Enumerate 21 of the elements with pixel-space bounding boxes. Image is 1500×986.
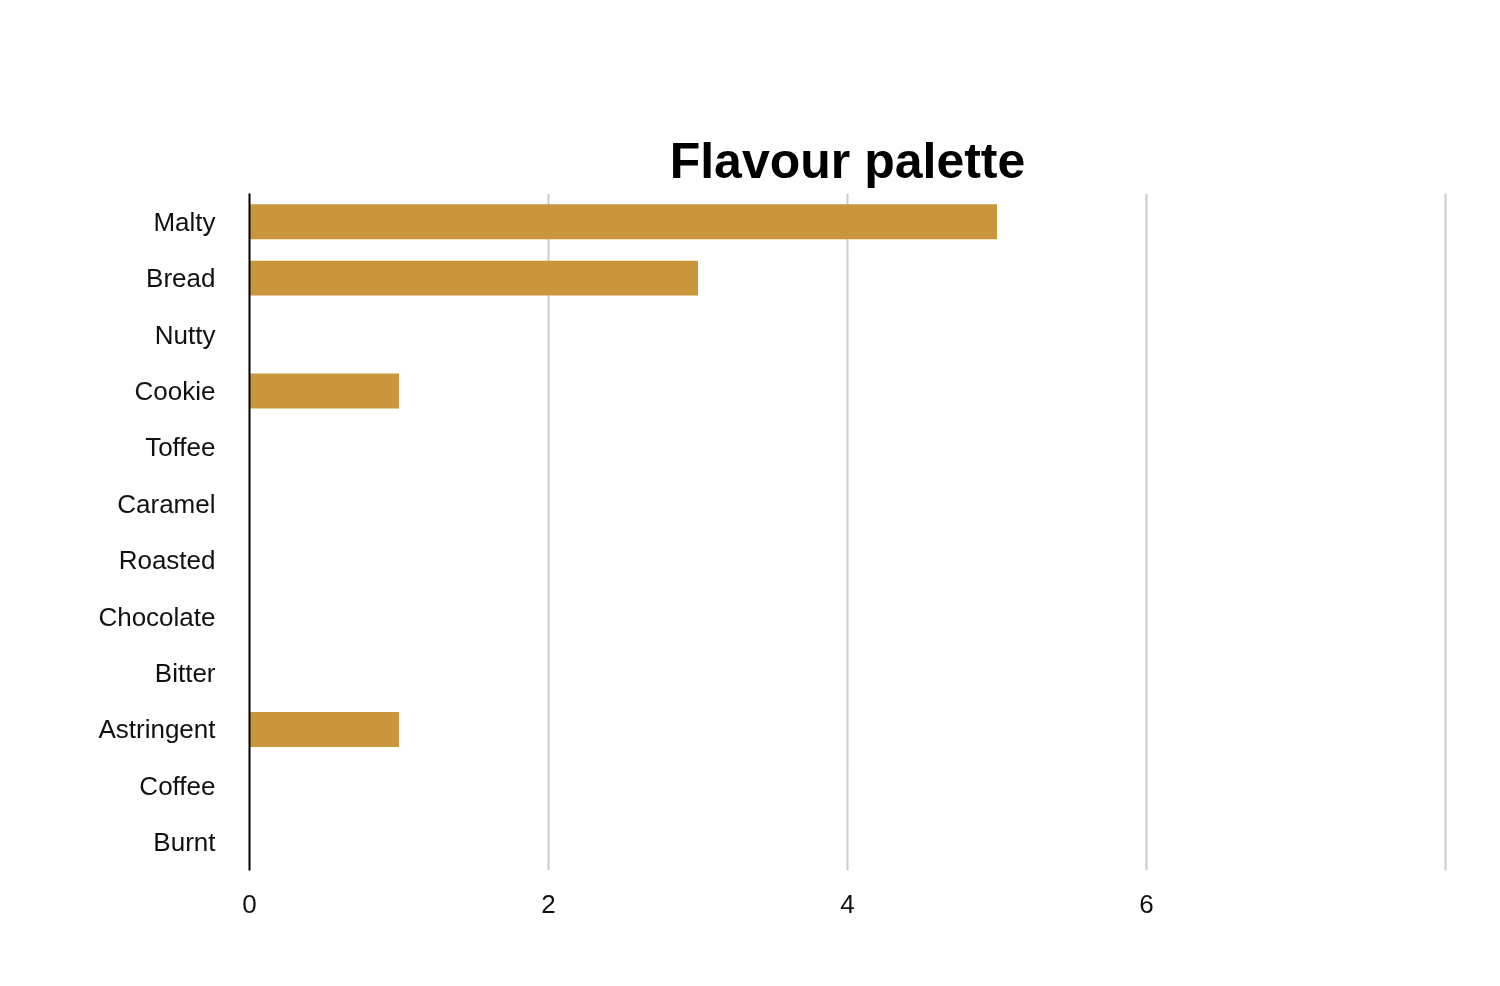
y-tick-label: Chocolate [98,601,216,632]
y-tick-label: Cookie [134,375,216,406]
y-tick-label: Toffee [145,432,216,463]
x-tick-label: 2 [541,888,556,919]
x-tick-label: 4 [840,888,855,919]
x-tick-label: 6 [1139,888,1154,919]
y-tick-label: Coffee [139,770,216,801]
y-tick-label: Roasted [118,545,216,576]
y-tick-label: Bread [146,263,216,294]
y-tick-label: Caramel [117,488,216,519]
bar [249,373,399,409]
y-tick-label: Malty [153,206,216,237]
x-tick-label: 0 [242,888,257,919]
y-tick-label: Nutty [154,319,216,350]
bar [249,711,399,747]
y-tick-label: Burnt [153,827,217,858]
y-tick-label: Astringent [98,714,217,745]
y-tick-label: Bitter [154,658,216,689]
chart-title: Flavour palette [669,132,1026,189]
bar [249,204,997,240]
bar [249,260,698,296]
